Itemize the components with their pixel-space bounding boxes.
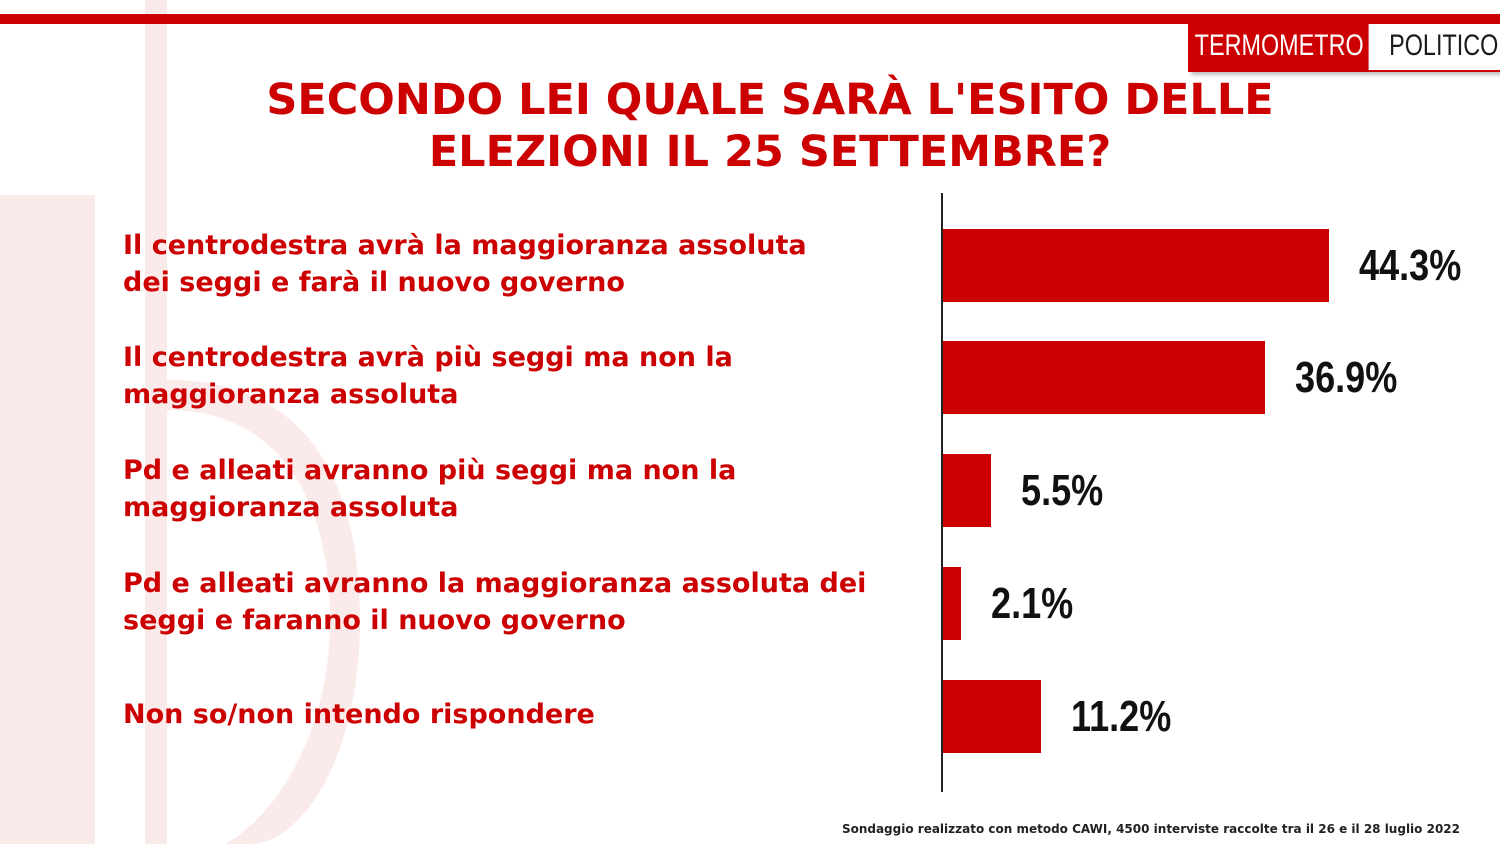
- category-axis-line: [941, 193, 943, 792]
- bar: [943, 229, 1329, 302]
- termometro-politico-logo: TERMOMETRO POLITICO: [1188, 22, 1500, 72]
- category-label: Il centrodestra avrà la maggioranza asso…: [123, 229, 807, 298]
- category-label: Non so/non intendo rispondere: [123, 699, 595, 730]
- bar: [943, 341, 1265, 414]
- chart-title-line-2: ELEZIONI IL 25 SETTEMBRE?: [428, 127, 1112, 177]
- chart-title-line-1: SECONDO LEI QUALE SARÀ L'ESITO DELLE: [266, 75, 1274, 125]
- logo-text-politico: POLITICO: [1385, 24, 1500, 70]
- data-label: 5.5%: [1020, 466, 1104, 515]
- category-label: Pd e alleati avranno la maggioranza asso…: [123, 567, 867, 636]
- source-note: Sondaggio realizzato con metodo CAWI, 45…: [841, 822, 1460, 836]
- logo-text-termometro: TERMOMETRO: [1190, 24, 1369, 70]
- bar: [943, 454, 991, 527]
- chart-title: SECONDO LEI QUALE SARÀ L'ESITO DELLE ELE…: [120, 74, 1420, 178]
- bar: [943, 567, 962, 640]
- data-label: 11.2%: [1070, 692, 1171, 741]
- data-label: 44.3%: [1359, 241, 1462, 290]
- background-watermark: [0, 0, 360, 844]
- category-label: Pd e alleati avranno più seggi ma non la…: [123, 454, 737, 523]
- data-label: 2.1%: [991, 579, 1074, 628]
- bar: [943, 680, 1041, 753]
- top-accent-bar: [0, 14, 1500, 24]
- category-label: Il centrodestra avrà più seggi ma non la…: [123, 341, 733, 410]
- data-label: 36.9%: [1294, 353, 1397, 402]
